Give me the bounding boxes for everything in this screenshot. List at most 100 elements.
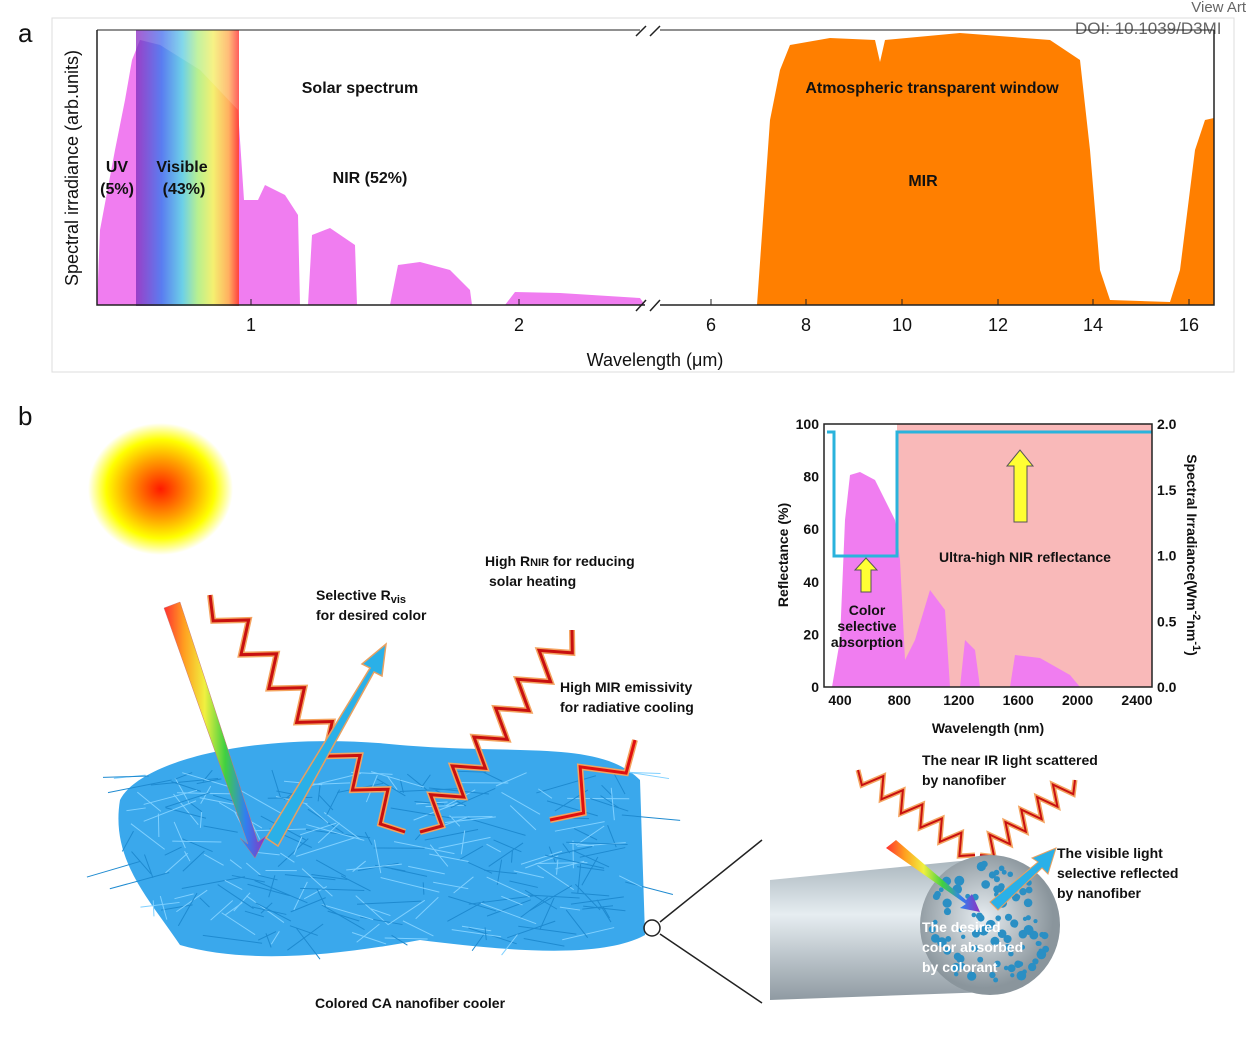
- fiber: [596, 899, 612, 923]
- y2-tick-label: 1.0: [1157, 548, 1177, 564]
- arrow: [1005, 449, 1035, 523]
- fiber: [501, 791, 541, 815]
- colorant: [971, 945, 979, 952]
- fiber: [433, 881, 469, 890]
- colorant: [1028, 962, 1037, 972]
- fiber: [447, 900, 485, 922]
- colorant: [1012, 922, 1018, 928]
- fiber: [465, 817, 526, 836]
- fiber: [340, 875, 371, 892]
- y2-tick-label: 2.0: [1157, 416, 1177, 432]
- fiber: [326, 789, 340, 816]
- colorant: [1004, 913, 1013, 921]
- annotation: by nanofiber: [1057, 885, 1142, 901]
- x-axis-label: Wavelength (nm): [932, 720, 1044, 736]
- annotation: Color: [849, 602, 886, 618]
- x-tick-label: 1600: [1003, 692, 1034, 708]
- y2-tick-label: 1.5: [1157, 482, 1177, 498]
- fiber: [486, 843, 502, 853]
- reflected-visible-arrow: [264, 642, 387, 848]
- fiber: [126, 807, 146, 812]
- fiber: [188, 801, 203, 813]
- fiber: [321, 903, 374, 921]
- colorant: [1025, 886, 1033, 894]
- fiber: [231, 874, 265, 883]
- fiber: [524, 889, 558, 910]
- fiber: [420, 774, 431, 788]
- fiber: [296, 837, 355, 857]
- colorant: [977, 956, 984, 963]
- magnifier: [643, 919, 661, 937]
- annotation: Selective Rvis: [316, 587, 406, 606]
- fiber: [509, 880, 538, 888]
- y-axis-label: Reflectance (%): [775, 503, 791, 607]
- colorant: [945, 936, 952, 942]
- fiber: [202, 934, 263, 944]
- colorant: [928, 925, 936, 933]
- y-tick-label: 40: [803, 574, 819, 590]
- colorant: [954, 971, 959, 977]
- fiber: [233, 892, 251, 912]
- fiber: [566, 841, 628, 845]
- fiber: [384, 937, 428, 940]
- fiber: [196, 778, 222, 785]
- annotation: The near IR light scattered: [922, 752, 1098, 768]
- superscript: -1: [1190, 641, 1202, 651]
- fiber: [415, 896, 439, 920]
- fiber: [130, 823, 166, 850]
- fiber: [321, 904, 365, 931]
- fiber: [399, 787, 463, 792]
- fiber: [459, 845, 484, 860]
- fiber: [471, 933, 485, 952]
- colorant: [1033, 919, 1038, 924]
- fiber: [387, 899, 426, 926]
- x-tick-label: 800: [888, 692, 912, 708]
- annotation: Ultra-high NIR reflectance: [939, 549, 1111, 565]
- fiber: [612, 771, 626, 795]
- fiber: [258, 874, 278, 881]
- colorant: [951, 962, 961, 972]
- fiber: [451, 929, 502, 938]
- fiber: [554, 821, 605, 832]
- incident-light-arrow: [886, 840, 980, 912]
- colorant: [956, 954, 965, 963]
- fiber: [203, 853, 224, 866]
- fiber: [289, 925, 318, 936]
- incident-light-arrow: [163, 601, 267, 859]
- fiber: [176, 889, 208, 913]
- fiber: [357, 900, 422, 905]
- annotation: High RNIR for reducing: [485, 553, 635, 569]
- fiber: [509, 805, 537, 831]
- fiber: [290, 897, 326, 913]
- fiber: [121, 830, 134, 852]
- colorant: [994, 960, 1001, 968]
- fiber: [581, 856, 599, 886]
- view-link[interactable]: View Art: [1191, 0, 1246, 16]
- fiber: [483, 869, 517, 875]
- colorant: [978, 925, 989, 936]
- solar-spectrum: [832, 472, 1080, 687]
- fiber: [165, 852, 188, 874]
- fiber: [380, 877, 440, 893]
- fiber: [579, 847, 626, 858]
- colorant: [995, 915, 1002, 921]
- fiber: [513, 870, 544, 879]
- x-tick-label: 12: [988, 315, 1008, 335]
- annotation: selective: [837, 618, 896, 634]
- superscript: -2: [1190, 611, 1202, 621]
- annotation: The visible light: [1057, 845, 1163, 861]
- colorant: [1001, 869, 1007, 875]
- fiber: [182, 850, 205, 872]
- colorant: [990, 936, 1000, 946]
- light-wave: [857, 769, 976, 858]
- y-tick-label: 20: [803, 626, 819, 642]
- fiber: [224, 879, 243, 890]
- colorant: [1023, 924, 1034, 935]
- fiber: [251, 906, 287, 915]
- fiber: [601, 784, 613, 797]
- fiber: [391, 868, 428, 877]
- fiber: [448, 816, 493, 818]
- colorant: [960, 934, 966, 940]
- fiber: [315, 859, 347, 877]
